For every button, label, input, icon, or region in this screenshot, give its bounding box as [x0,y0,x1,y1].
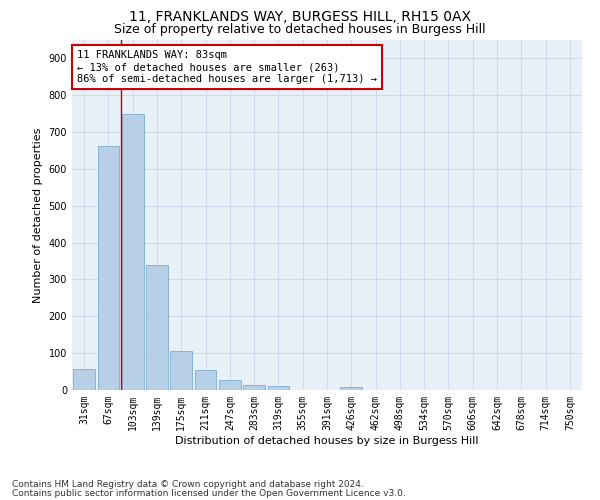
Text: Contains HM Land Registry data © Crown copyright and database right 2024.: Contains HM Land Registry data © Crown c… [12,480,364,489]
Text: 11 FRANKLANDS WAY: 83sqm
← 13% of detached houses are smaller (263)
86% of semi-: 11 FRANKLANDS WAY: 83sqm ← 13% of detach… [77,50,377,84]
Bar [340,387,362,390]
Bar [146,266,168,390]
Bar [243,385,265,390]
Bar [219,380,241,390]
Text: 11, FRANKLANDS WAY, BURGESS HILL, RH15 0AX: 11, FRANKLANDS WAY, BURGESS HILL, RH15 0… [129,10,471,24]
Text: Size of property relative to detached houses in Burgess Hill: Size of property relative to detached ho… [114,22,486,36]
Bar [170,350,192,390]
Y-axis label: Number of detached properties: Number of detached properties [33,128,43,302]
Bar [268,386,289,390]
X-axis label: Distribution of detached houses by size in Burgess Hill: Distribution of detached houses by size … [175,436,479,446]
Bar [97,146,119,390]
Text: Contains public sector information licensed under the Open Government Licence v3: Contains public sector information licen… [12,488,406,498]
Bar [194,370,217,390]
Bar [73,369,95,390]
Bar [122,114,143,390]
